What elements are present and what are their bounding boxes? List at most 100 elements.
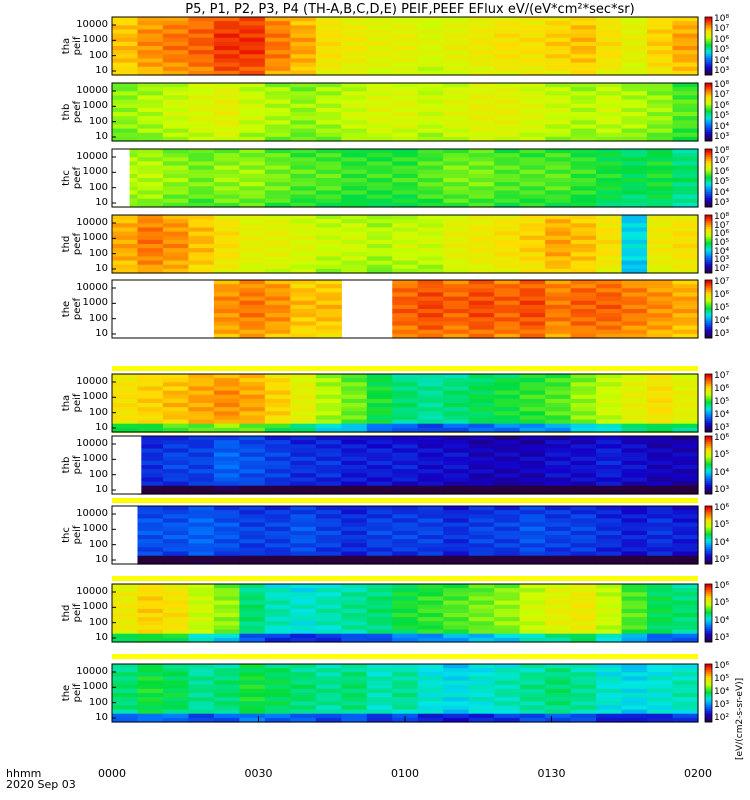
spectrogram-cell (315, 697, 342, 702)
y-tick-label: 10 (95, 484, 108, 495)
spectrogram-cell (621, 120, 648, 126)
spectrogram-cell (519, 37, 546, 43)
colorbar-segment (705, 244, 712, 247)
spectrogram-cell (366, 29, 393, 35)
spectrogram-cell (290, 514, 317, 520)
spectrogram-cell (392, 280, 419, 285)
spectrogram-cell (621, 153, 648, 158)
spectrogram-cell (213, 436, 240, 441)
spectrogram-cell (672, 452, 699, 458)
spectrogram-cell (315, 608, 342, 614)
spectrogram-cell (264, 456, 291, 462)
spectrogram-cell (672, 510, 699, 515)
spectrogram-cell (570, 215, 597, 220)
colorbar-segment (705, 73, 712, 76)
spectrogram-cell (366, 477, 393, 483)
spectrogram-cell (264, 604, 291, 610)
spectrogram-cell (417, 485, 444, 491)
spectrogram-cell (570, 54, 597, 60)
spectrogram-cell (366, 169, 393, 175)
spectrogram-cell (239, 190, 266, 196)
spectrogram-cell (188, 448, 215, 454)
spectrogram-cell (443, 157, 470, 163)
spectrogram-cell (417, 329, 444, 335)
spectrogram-cell (315, 284, 342, 289)
colorbar-segment (705, 267, 712, 270)
spectrogram-cell (519, 701, 546, 707)
spectrogram-cell (392, 407, 419, 412)
spectrogram-cell (596, 244, 623, 249)
colorbar-segment (705, 540, 712, 544)
spectrogram-cell (162, 555, 190, 561)
colorbar-segment (705, 451, 712, 454)
spectrogram-cell (290, 469, 317, 474)
spectrogram-cell (519, 668, 546, 673)
spectrogram-cell (137, 539, 164, 544)
spectrogram-cell (315, 390, 342, 396)
spectrogram-cell (137, 411, 164, 417)
spectrogram-cell (264, 112, 291, 117)
spectrogram-cell (494, 448, 521, 454)
spectrogram-cell (443, 248, 470, 253)
spectrogram-cell (647, 219, 674, 224)
spectrogram-cell (213, 390, 240, 396)
spectrogram-cell (443, 292, 470, 298)
spectrogram-cell (647, 46, 674, 51)
spectrogram-cell (264, 386, 291, 392)
spectrogram-cell (417, 198, 444, 204)
spectrogram-cell (264, 547, 291, 553)
colorbar-segment (705, 65, 712, 68)
spectrogram-cell (112, 415, 139, 421)
spectrogram-cell (468, 374, 495, 379)
spectrogram-cell (672, 284, 699, 289)
spectrogram-cell (162, 427, 190, 433)
colorbar-segment (705, 121, 712, 125)
spectrogram-cell (570, 329, 597, 335)
spectrogram-cell (417, 465, 444, 470)
spectrogram-cell (621, 227, 648, 233)
spectrogram-cell (417, 489, 444, 495)
spectrogram-cell (672, 394, 699, 400)
colorbar-segment (705, 379, 712, 383)
spectrogram-cell (545, 161, 572, 167)
spectrogram-cell (596, 415, 623, 421)
spectrogram-cell (162, 378, 190, 383)
spectrogram-cell (494, 37, 521, 43)
spectrogram-cell (570, 382, 597, 388)
spectrogram-cell (570, 419, 597, 425)
spectrogram-cell (417, 680, 444, 686)
spectrogram-cell (417, 46, 444, 51)
spectrogram-cell (366, 465, 393, 470)
spectrogram-cell (315, 280, 342, 285)
spectrogram-cell (188, 33, 215, 39)
spectrogram-cell (366, 95, 393, 101)
spectrogram-cell (213, 506, 240, 511)
spectrogram-cell (137, 83, 164, 88)
spectrogram-cell (315, 676, 342, 682)
spectrogram-cell (188, 17, 215, 22)
spectrogram-cell (494, 510, 521, 515)
spectrogram-cell (264, 223, 291, 229)
spectrogram-cell (137, 70, 164, 76)
spectrogram-cell (545, 535, 572, 540)
spectrogram-cell (315, 514, 342, 520)
spectrogram-cell (341, 215, 368, 220)
spectrogram-cell (315, 215, 342, 220)
spectrogram-cell (213, 701, 240, 707)
spectrogram-cell (596, 625, 623, 631)
spectrogram-cell (341, 440, 368, 445)
spectrogram-cell (239, 440, 266, 445)
spectrogram-cell (519, 178, 546, 183)
spectrogram-cell (596, 83, 623, 88)
spectrogram-cell (519, 592, 546, 598)
spectrogram-cell (264, 304, 291, 310)
spectrogram-cell (264, 260, 291, 266)
spectrogram-cell (468, 604, 495, 610)
spectrogram-cell (162, 25, 190, 31)
spectrogram-cell (417, 182, 444, 187)
spectrogram-cell (672, 629, 699, 635)
colorbar-segment (705, 150, 712, 154)
spectrogram-cell (239, 394, 266, 400)
spectrogram-cell (519, 21, 546, 26)
spectrogram-cell (596, 465, 623, 470)
